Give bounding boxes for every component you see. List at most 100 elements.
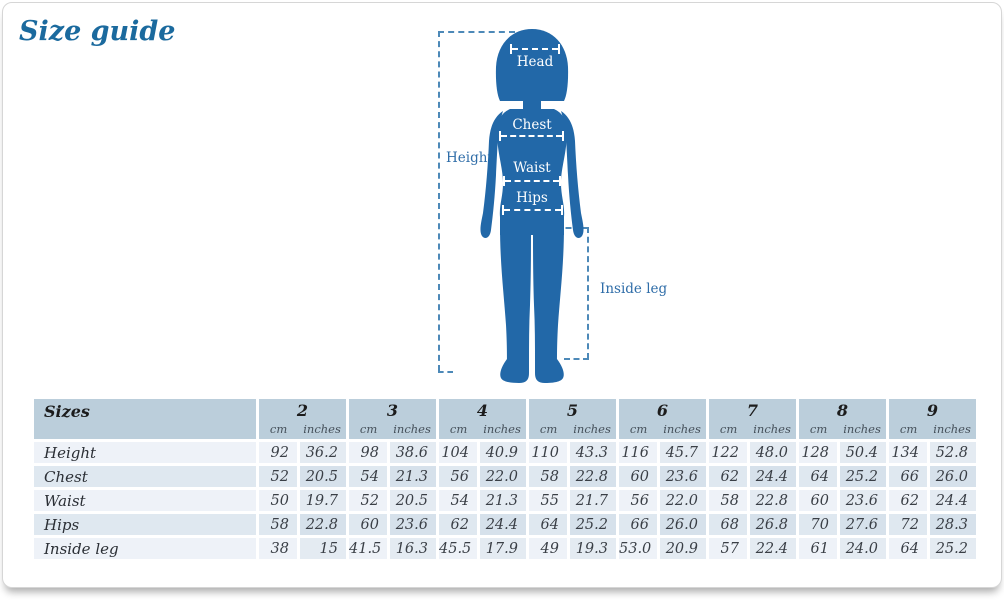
cell-inches: 36.2 (300, 442, 346, 463)
size-column-header: 6 cm inches (619, 399, 706, 439)
cell-inches: 26.0 (930, 466, 976, 487)
cell-inches: 23.6 (660, 466, 706, 487)
cell-inches: 52.8 (930, 442, 976, 463)
cell-inches: 22.8 (750, 490, 796, 511)
cell-inches: 25.2 (930, 538, 976, 559)
hips-measure-line (502, 205, 563, 215)
inside-leg-measure-line (548, 227, 589, 359)
size-number: 6 (656, 401, 669, 420)
inside-leg-label: Inside leg (600, 281, 668, 297)
unit-inches-label: inches (573, 422, 611, 436)
unit-inches-label: inches (483, 422, 521, 436)
cell-cm: 62 (709, 466, 747, 487)
head-measure-line (510, 44, 560, 54)
cell-cm: 61 (799, 538, 837, 559)
cell-cm: 70 (799, 514, 837, 535)
size-number: 8 (836, 401, 849, 420)
cell-inches: 24.0 (840, 538, 886, 559)
row-label: Height (34, 442, 256, 463)
cell-inches: 22.0 (660, 490, 706, 511)
cell-inches: 19.3 (570, 538, 616, 559)
cell-inches: 22.8 (300, 514, 346, 535)
cell-inches: 28.3 (930, 514, 976, 535)
cell-cm: 38 (259, 538, 297, 559)
cell-inches: 22.4 (750, 538, 796, 559)
cell-cm: 110 (529, 442, 567, 463)
cell-cm: 64 (889, 538, 927, 559)
unit-inches-label: inches (663, 422, 701, 436)
cell-inches: 20.5 (300, 466, 346, 487)
unit-cm-label: cm (809, 422, 828, 436)
cell-cm: 98 (349, 442, 387, 463)
cell-cm: 66 (619, 514, 657, 535)
cell-inches: 15 (300, 538, 346, 559)
head-label: Head (516, 54, 554, 70)
cell-inches: 45.7 (660, 442, 706, 463)
cell-inches: 16.3 (390, 538, 436, 559)
cell-cm: 54 (349, 466, 387, 487)
size-number: 9 (926, 401, 939, 420)
size-column-header: 8 cm inches (799, 399, 886, 439)
cell-inches: 38.6 (390, 442, 436, 463)
measurement-figure: Height Inside leg (433, 23, 683, 395)
size-number: 7 (746, 401, 759, 420)
cell-cm: 56 (619, 490, 657, 511)
table-row: Waist 50 19.7 52 20.5 54 21.3 55 21.7 56 22.0 58 22.… (34, 490, 976, 511)
size-column-header: 3 cm inches (349, 399, 436, 439)
cell-cm: 62 (439, 514, 477, 535)
size-number: 3 (386, 401, 399, 420)
cell-cm: 49 (529, 538, 567, 559)
child-silhouette-icon (480, 29, 584, 383)
size-table: Sizes 2 cm inches 3 cm inches 4 cm inches 5 cm inche… (31, 396, 979, 562)
unit-inches-label: inches (753, 422, 791, 436)
cell-cm: 58 (529, 466, 567, 487)
cell-cm: 72 (889, 514, 927, 535)
cell-cm: 41.5 (349, 538, 387, 559)
height-label: Height (446, 150, 493, 166)
cell-cm: 64 (529, 514, 567, 535)
cell-cm: 53.0 (619, 538, 657, 559)
chest-measure-line (499, 131, 564, 141)
cell-inches: 22.8 (570, 466, 616, 487)
size-column-header: 2 cm inches (259, 399, 346, 439)
height-measure-line (438, 31, 515, 371)
cell-cm: 60 (619, 466, 657, 487)
cell-cm: 64 (799, 466, 837, 487)
waist-measure-line (503, 176, 561, 186)
cell-cm: 60 (349, 514, 387, 535)
cell-inches: 24.4 (930, 490, 976, 511)
cell-inches: 25.2 (840, 466, 886, 487)
unit-inches-label: inches (393, 422, 431, 436)
cell-inches: 50.4 (840, 442, 886, 463)
cell-inches: 23.6 (840, 490, 886, 511)
cell-cm: 60 (799, 490, 837, 511)
cell-inches: 23.6 (390, 514, 436, 535)
size-number: 5 (566, 401, 579, 420)
cell-inches: 22.0 (480, 466, 526, 487)
cell-cm: 45.5 (439, 538, 477, 559)
row-label: Inside leg (34, 538, 256, 559)
size-number: 2 (296, 401, 309, 420)
cell-inches: 40.9 (480, 442, 526, 463)
cell-cm: 66 (889, 466, 927, 487)
unit-cm-label: cm (899, 422, 918, 436)
cell-cm: 104 (439, 442, 477, 463)
unit-cm-label: cm (539, 422, 558, 436)
cell-inches: 21.3 (480, 490, 526, 511)
row-label: Waist (34, 490, 256, 511)
cell-inches: 21.3 (390, 466, 436, 487)
row-label: Hips (34, 514, 256, 535)
cell-inches: 27.6 (840, 514, 886, 535)
cell-inches: 24.4 (750, 466, 796, 487)
cell-cm: 58 (259, 514, 297, 535)
cell-cm: 52 (259, 466, 297, 487)
cell-cm: 128 (799, 442, 837, 463)
table-row: Chest 52 20.5 54 21.3 56 22.0 58 22.8 60 23.6 62 24.… (34, 466, 976, 487)
cell-cm: 134 (889, 442, 927, 463)
cell-inches: 26.8 (750, 514, 796, 535)
unit-inches-label: inches (843, 422, 881, 436)
size-guide-card: Size guide Height Inside leg (2, 2, 1002, 588)
cell-inches: 19.7 (300, 490, 346, 511)
unit-cm-label: cm (449, 422, 468, 436)
cell-cm: 57 (709, 538, 747, 559)
